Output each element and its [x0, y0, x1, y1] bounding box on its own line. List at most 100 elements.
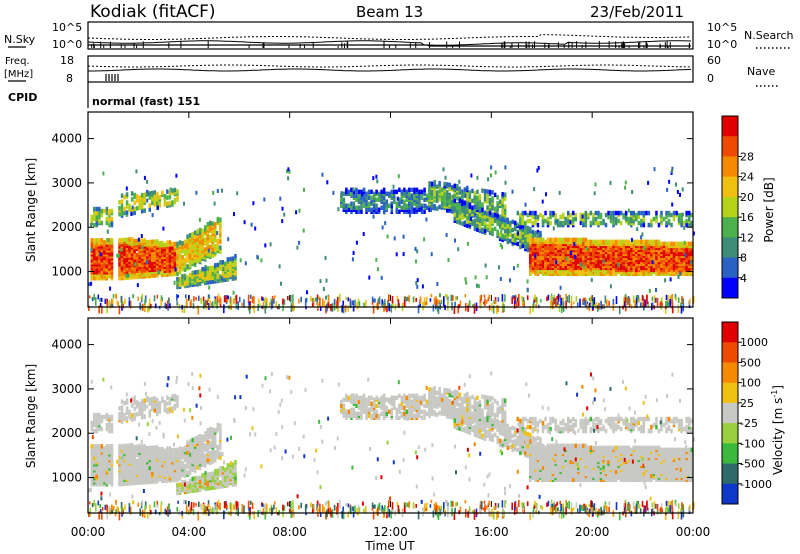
range-cell: [183, 201, 185, 206]
range-cell: [589, 239, 593, 245]
range-cell: [597, 239, 600, 245]
range-cell: [671, 169, 673, 173]
range-cell: [677, 217, 680, 222]
range-cell: [123, 206, 126, 212]
range-cell: [140, 193, 144, 198]
range-cell: [148, 203, 151, 208]
range-cell: [405, 189, 409, 195]
colorbar-segment: [722, 196, 738, 218]
range-cell: [689, 298, 691, 306]
range-cell: [524, 220, 527, 226]
range-cell: [254, 226, 257, 231]
range-cell: [146, 198, 149, 203]
cpid-label: CPID: [8, 91, 37, 104]
range-cell: [181, 480, 184, 485]
range-cell: [622, 212, 625, 218]
range-cell: [446, 182, 449, 187]
range-cell: [156, 294, 159, 299]
range-cell: [433, 297, 436, 305]
range-cell: [375, 303, 378, 309]
range-cell: [340, 197, 343, 202]
range-cell: [602, 259, 605, 264]
range-cell: [483, 210, 487, 216]
range-cell: [624, 249, 628, 255]
range-cell: [183, 257, 187, 263]
range-cell: [198, 249, 202, 255]
range-cell: [499, 277, 502, 281]
range-cell: [408, 209, 411, 214]
range-cell: [503, 234, 507, 240]
range-cell: [186, 264, 189, 269]
colorbar-segment: [722, 237, 738, 259]
range-cell: [178, 240, 182, 245]
range-cell: [198, 217, 201, 222]
range-cell: [90, 214, 93, 220]
range-cell: [624, 216, 628, 222]
range-cell: [506, 217, 509, 223]
range-cell: [677, 212, 681, 218]
range-cell: [168, 297, 170, 304]
range-cell: [428, 181, 431, 186]
range-cell: [350, 201, 353, 206]
range-cell: [390, 201, 393, 206]
range-cell: [574, 261, 577, 267]
range-cell: [168, 190, 172, 196]
range-cell: [463, 191, 467, 196]
range-cell: [140, 201, 144, 206]
range-cell: [457, 247, 460, 252]
range-cell: [408, 187, 411, 193]
range-cell: [493, 206, 497, 212]
range-cell: [198, 295, 200, 302]
range-cell: [347, 189, 351, 195]
range-cell: [617, 245, 620, 251]
range-cell: [594, 182, 597, 187]
range-cell: [619, 210, 623, 216]
range-cell: [675, 297, 677, 301]
range-cell: [420, 203, 424, 208]
range-cell: [556, 295, 558, 300]
range-cell: [572, 210, 575, 216]
range-cell: [556, 237, 560, 243]
range-cell: [110, 220, 114, 226]
range-cell: [521, 216, 525, 222]
range-cell: [519, 212, 522, 218]
range-cell: [636, 227, 639, 232]
range-cell: [494, 170, 497, 175]
nave-trace: [87, 64, 691, 68]
range-cell: [430, 208, 432, 213]
range-cell: [575, 296, 578, 302]
range-cell: [413, 195, 416, 200]
range-cell: [594, 239, 598, 245]
range-cell: [100, 208, 104, 214]
range-cell: [572, 237, 575, 243]
range-cell: [466, 191, 469, 197]
range-cell: [176, 267, 179, 273]
range-cell: [519, 238, 522, 244]
range-cell: [222, 267, 225, 272]
range-cell: [186, 464, 189, 469]
range-cell: [202, 296, 205, 302]
range-cell: [143, 208, 146, 213]
range-cell: [216, 246, 220, 252]
range-cell: [509, 232, 512, 238]
range-cell: [219, 221, 222, 226]
range-cell: [476, 189, 479, 195]
range-cell: [188, 263, 192, 268]
range-cell: [581, 214, 584, 219]
range-cell: [231, 256, 235, 261]
range-cell: [243, 220, 246, 225]
range-cell: [657, 239, 661, 245]
range-cell: [675, 257, 678, 263]
range-cell: [128, 443, 131, 448]
range-cell: [646, 295, 648, 301]
range-cell: [306, 290, 308, 295]
range-cell: [564, 237, 567, 243]
range-cell: [355, 205, 358, 210]
range-cell: [463, 220, 467, 225]
range-cell: [264, 298, 266, 303]
range-cell: [90, 281, 93, 286]
range-cell: [617, 239, 620, 245]
range-cell: [118, 238, 121, 243]
range-cell: [503, 204, 507, 209]
range-cell: [106, 229, 109, 234]
